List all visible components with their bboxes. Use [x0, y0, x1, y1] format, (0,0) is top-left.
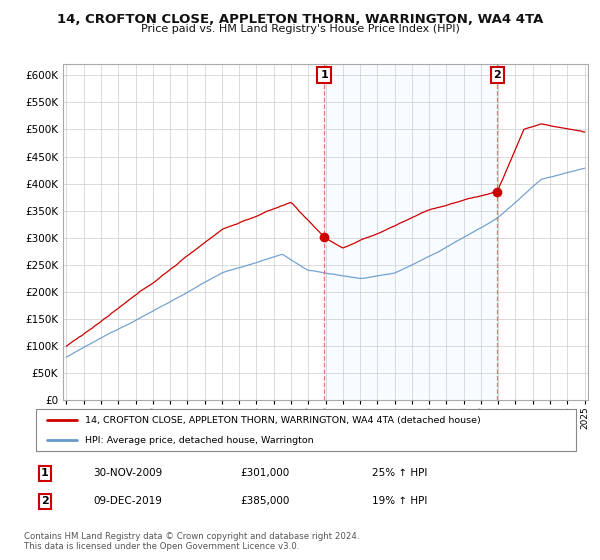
Text: Contains HM Land Registry data © Crown copyright and database right 2024.
This d: Contains HM Land Registry data © Crown c… [24, 532, 359, 552]
Text: 14, CROFTON CLOSE, APPLETON THORN, WARRINGTON, WA4 4TA (detached house): 14, CROFTON CLOSE, APPLETON THORN, WARRI… [85, 416, 481, 424]
Text: £301,000: £301,000 [240, 468, 289, 478]
Text: Price paid vs. HM Land Registry's House Price Index (HPI): Price paid vs. HM Land Registry's House … [140, 24, 460, 34]
Text: 25% ↑ HPI: 25% ↑ HPI [372, 468, 427, 478]
Text: 1: 1 [320, 70, 328, 80]
Text: 2: 2 [493, 70, 501, 80]
Text: 1: 1 [41, 468, 49, 478]
Text: £385,000: £385,000 [240, 496, 289, 506]
Text: HPI: Average price, detached house, Warrington: HPI: Average price, detached house, Warr… [85, 436, 313, 445]
Text: 19% ↑ HPI: 19% ↑ HPI [372, 496, 427, 506]
Text: 14, CROFTON CLOSE, APPLETON THORN, WARRINGTON, WA4 4TA: 14, CROFTON CLOSE, APPLETON THORN, WARRI… [57, 13, 543, 26]
Text: 09-DEC-2019: 09-DEC-2019 [93, 496, 162, 506]
Bar [324, 64, 497, 400]
Text: 2: 2 [41, 496, 49, 506]
Text: 30-NOV-2009: 30-NOV-2009 [93, 468, 162, 478]
FancyBboxPatch shape [36, 409, 576, 451]
